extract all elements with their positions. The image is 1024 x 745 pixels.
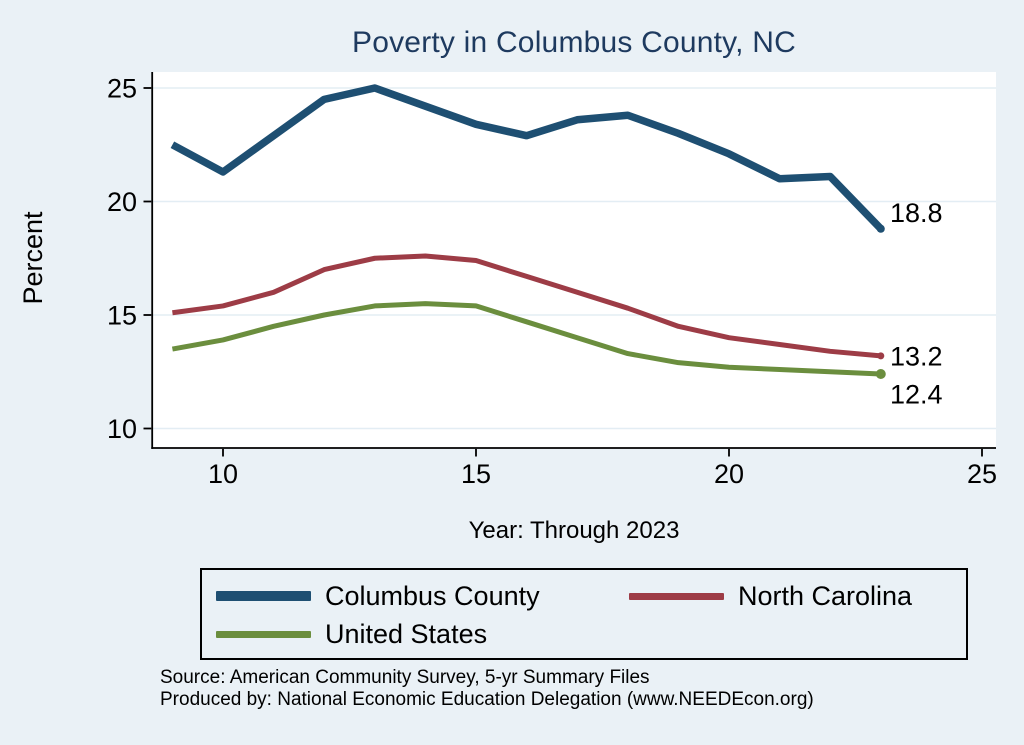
legend-label-columbus-county: Columbus County (325, 580, 540, 611)
plot-area: Percent Year: Through 2023 10 15 20 25 10 15 2… (18, 72, 997, 544)
legend-label-north-carolina: North Carolina (738, 580, 913, 611)
source-note: Source: American Community Survey, 5-yr … (160, 667, 814, 711)
united-states-end-value-label: 12.4 (890, 380, 943, 410)
plot-background (153, 72, 996, 449)
legend-row-1: Columbus County North Carolina (216, 577, 966, 615)
legend-item-north-carolina: North Carolina (629, 581, 912, 612)
north-carolina-end-value-label: 13.2 (890, 341, 943, 371)
y-tick-label-10: 10 (107, 414, 137, 444)
columbus-county-end-marker (876, 224, 885, 233)
north-carolina-line (172, 253, 882, 359)
produced-by-line: Produced by: National Economic Education… (160, 689, 814, 710)
legend: Columbus County North Carolina United St… (200, 568, 968, 660)
series-north-carolina: 13.2 (172, 253, 943, 371)
chart-title: Poverty in Columbus County, NC (352, 26, 796, 59)
legend-item-united-states: United States (216, 619, 629, 650)
x-tick-label-20: 20 (714, 459, 744, 489)
legend-row-2: United States (216, 615, 966, 653)
y-tick-label-15: 15 (107, 301, 137, 331)
columbus-county-line-swatch (216, 591, 311, 601)
tick-labels: 10 15 20 25 10 15 20 25 (107, 74, 997, 490)
united-states-line-swatch (216, 630, 311, 638)
united-states-line (171, 301, 881, 377)
legend-label-united-states: United States (325, 618, 488, 649)
north-carolina-end-marker (877, 352, 885, 360)
columbus-county-end-value-label: 18.8 (890, 198, 943, 228)
y-axis-title: Percent (18, 211, 48, 305)
series-united-states: 12.4 (171, 301, 943, 410)
legend-item-columbus-county: Columbus County (216, 581, 629, 612)
x-tick-label-10: 10 (208, 459, 238, 489)
columbus-county-line (170, 84, 884, 232)
series-columbus-county: 18.8 (170, 84, 943, 233)
x-tick-label-15: 15 (461, 459, 491, 489)
x-axis-title: Year: Through 2023 (469, 517, 680, 544)
axes (143, 72, 996, 457)
source-line: Source: American Community Survey, 5-yr … (160, 667, 650, 688)
united-states-end-marker (875, 369, 886, 380)
y-tick-label-25: 25 (107, 74, 137, 104)
y-tick-label-20: 20 (107, 187, 137, 217)
north-carolina-line-swatch (629, 592, 724, 600)
x-tick-label-25: 25 (967, 459, 997, 489)
